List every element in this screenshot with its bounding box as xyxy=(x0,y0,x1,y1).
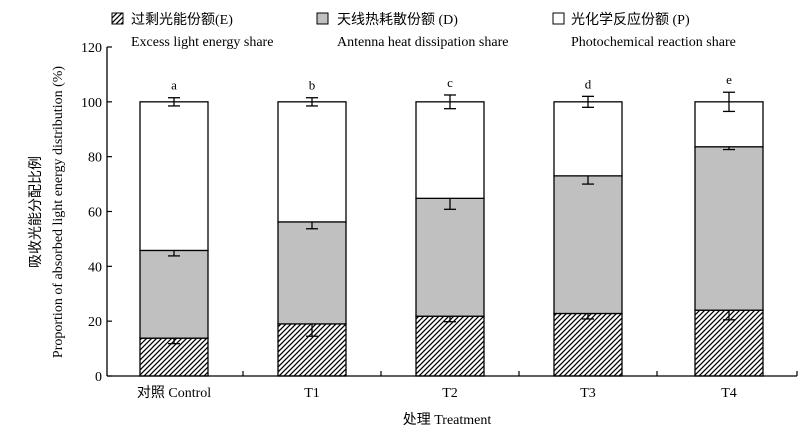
legend-label-photochemical: 光化学反应份额 (P) xyxy=(571,11,690,28)
bar-d-3 xyxy=(553,175,623,315)
legend-swatch-antenna xyxy=(316,12,329,25)
significance-letter-p-0: a xyxy=(171,78,177,93)
bar-e-3 xyxy=(553,312,623,377)
x-tick-label-2: T2 xyxy=(442,386,458,401)
bar-p-1 xyxy=(277,101,347,223)
legend-swatch-photochemical xyxy=(552,12,565,25)
legend-item-antenna: 天线热耗散份额 (D) Antenna heat dissipation sha… xyxy=(316,12,508,50)
x-axis: 对照 Control T1 T2 T3 T4 xyxy=(107,371,798,401)
legend-swatch-excess xyxy=(111,12,124,25)
legend-label-photochemical-en: Photochemical reaction share xyxy=(571,35,736,50)
y-tick-label-0: 0 xyxy=(95,370,102,385)
y-axis-title-en: Proportion of absorbed light energy dist… xyxy=(51,66,66,358)
bar-d-0 xyxy=(139,249,209,339)
significance-letter-p-2: c xyxy=(447,75,453,90)
legend-label-antenna: 天线热耗散份额 (D) xyxy=(337,12,458,28)
legend-label-antenna-en: Antenna heat dissipation share xyxy=(337,35,508,50)
bar-d-2 xyxy=(415,197,485,317)
bar-p-2 xyxy=(415,101,485,199)
y-tick-label-100: 100 xyxy=(81,96,102,111)
x-tick-label-3: T3 xyxy=(580,386,596,401)
y-tick-label-40: 40 xyxy=(88,260,102,275)
significance-letter-p-1: b xyxy=(309,78,316,93)
bars-layer: aaaabbbabccbcddcde xyxy=(139,72,764,377)
y-tick-label-60: 60 xyxy=(88,206,102,221)
legend: 过剩光能份额(E) Excess light energy share 天线热耗… xyxy=(111,11,736,50)
legend-label-excess: 过剩光能份额(E) xyxy=(131,12,233,28)
bar-d-4 xyxy=(694,146,764,311)
x-tick-label-4: T4 xyxy=(721,386,737,401)
x-tick-label-1: T1 xyxy=(304,386,320,401)
bar-p-3 xyxy=(553,101,623,177)
bar-e-4 xyxy=(694,309,764,377)
y-tick-label-20: 20 xyxy=(88,315,102,330)
bar-p-0 xyxy=(139,101,209,252)
x-axis-title: 处理 Treatment xyxy=(403,412,492,428)
y-tick-label-80: 80 xyxy=(88,151,102,166)
significance-letter-p-3: d xyxy=(585,76,592,91)
legend-item-excess: 过剩光能份额(E) Excess light energy share xyxy=(111,12,273,50)
significance-letter-p-4: e xyxy=(726,72,732,87)
legend-label-excess-en: Excess light energy share xyxy=(131,35,273,50)
bar-e-2 xyxy=(415,315,485,377)
legend-item-photochemical: 光化学反应份额 (P) Photochemical reaction share xyxy=(552,11,736,50)
bar-e-0 xyxy=(139,337,209,377)
bar-d-1 xyxy=(277,221,347,325)
x-tick-label-0: 对照 Control xyxy=(137,385,211,401)
y-axis: 0 20 40 60 80 100 120 xyxy=(81,41,112,385)
y-tick-label-120: 120 xyxy=(81,41,102,56)
y-axis-title-cn: 吸收光能分配比例 xyxy=(28,156,44,268)
